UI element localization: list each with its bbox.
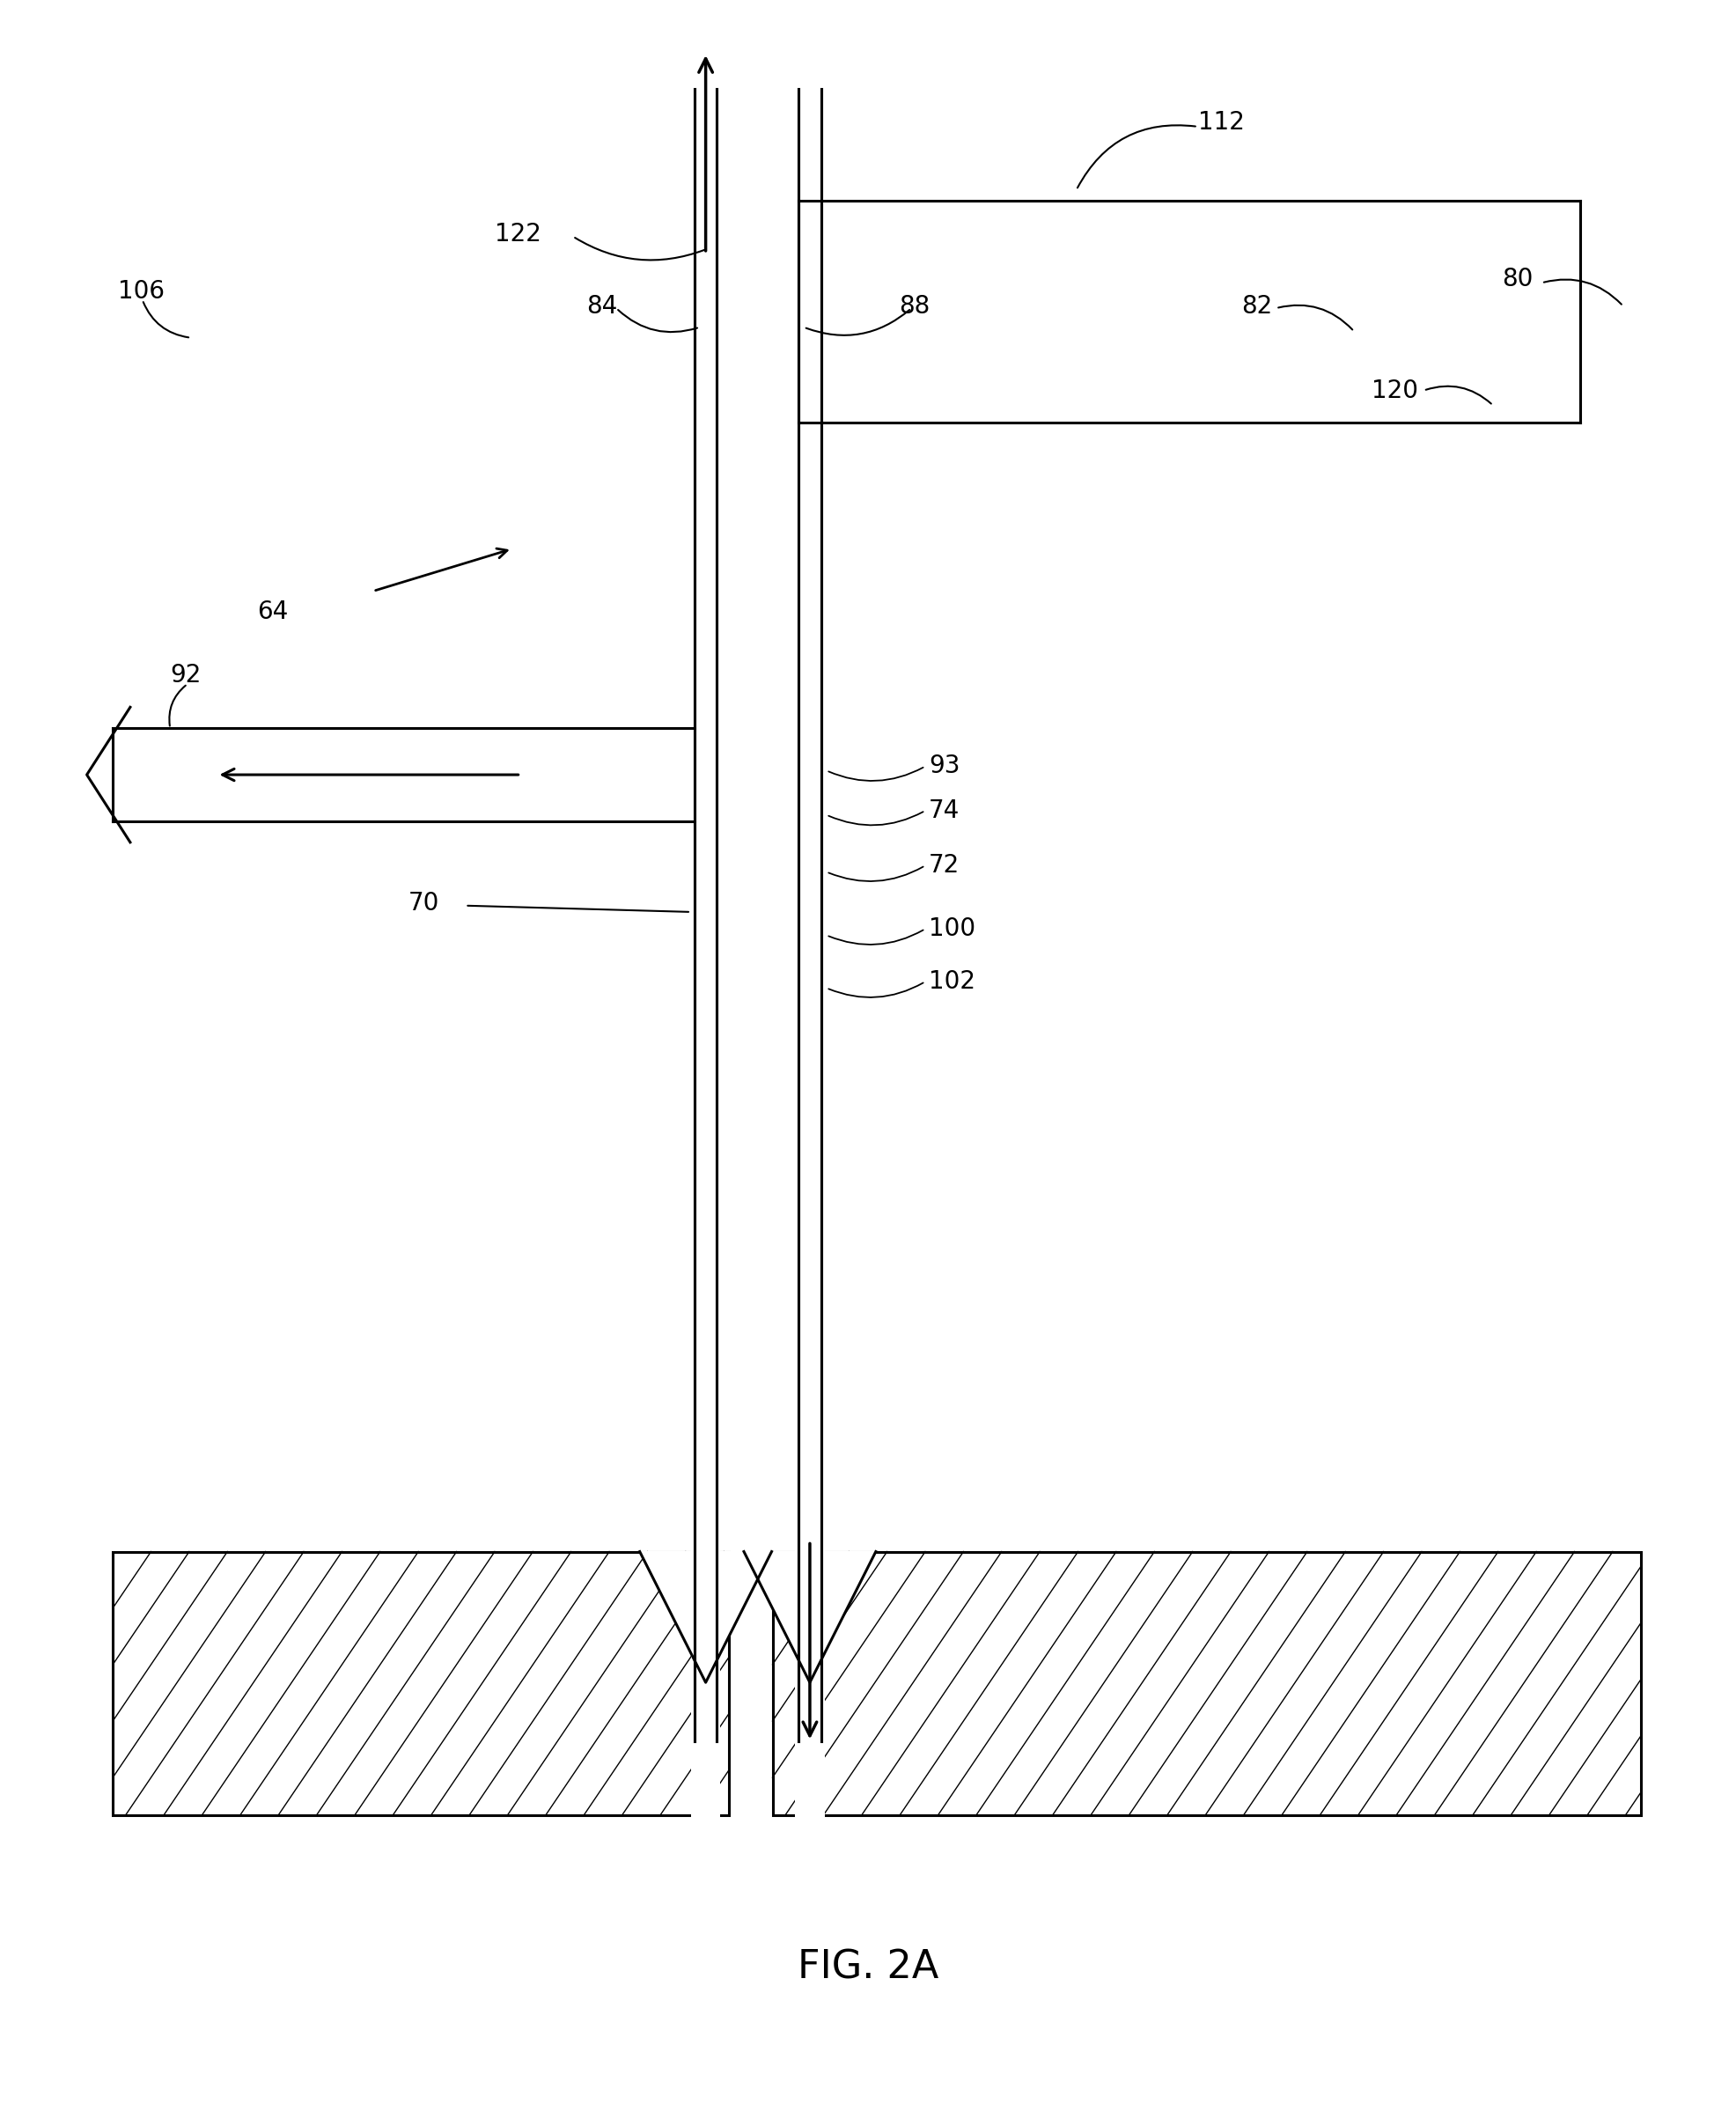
Text: 82: 82 [1241, 293, 1272, 319]
Text: 106: 106 [118, 279, 165, 304]
Polygon shape [745, 1552, 877, 1682]
Text: 74: 74 [929, 798, 960, 823]
Text: 112: 112 [1198, 110, 1245, 135]
Text: 93: 93 [929, 754, 960, 779]
Text: 102: 102 [929, 969, 976, 994]
Text: 84: 84 [587, 293, 618, 319]
Text: FIG. 2A: FIG. 2A [797, 1948, 939, 1986]
Bar [113, 1552, 729, 1815]
Text: 80: 80 [1502, 266, 1533, 291]
Bar [691, 1530, 720, 1837]
Text: 120: 120 [1371, 378, 1418, 403]
Bar [773, 1552, 1641, 1815]
Text: 88: 88 [899, 293, 930, 319]
Text: 100: 100 [929, 916, 976, 942]
Text: 92: 92 [170, 663, 201, 688]
Polygon shape [639, 1552, 771, 1682]
Bar [795, 1530, 825, 1837]
Text: 64: 64 [257, 600, 288, 625]
Text: 122: 122 [495, 222, 542, 247]
Text: 70: 70 [408, 891, 439, 916]
Text: 72: 72 [929, 853, 960, 878]
